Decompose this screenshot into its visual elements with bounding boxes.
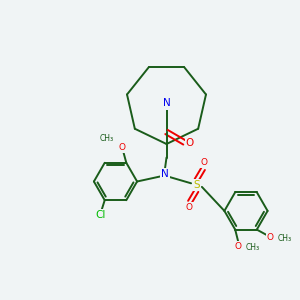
Text: O: O [200,158,207,167]
Text: CH₃: CH₃ [99,134,113,143]
Text: O: O [118,143,125,152]
Text: S: S [193,180,200,190]
Text: O: O [186,203,193,212]
Text: O: O [186,137,194,148]
Text: N: N [161,169,169,179]
Text: CH₃: CH₃ [245,243,260,252]
Text: Cl: Cl [95,210,105,220]
Text: O: O [235,242,242,250]
Text: O: O [267,232,274,242]
Text: N: N [163,98,170,109]
Text: CH₃: CH₃ [278,234,292,243]
